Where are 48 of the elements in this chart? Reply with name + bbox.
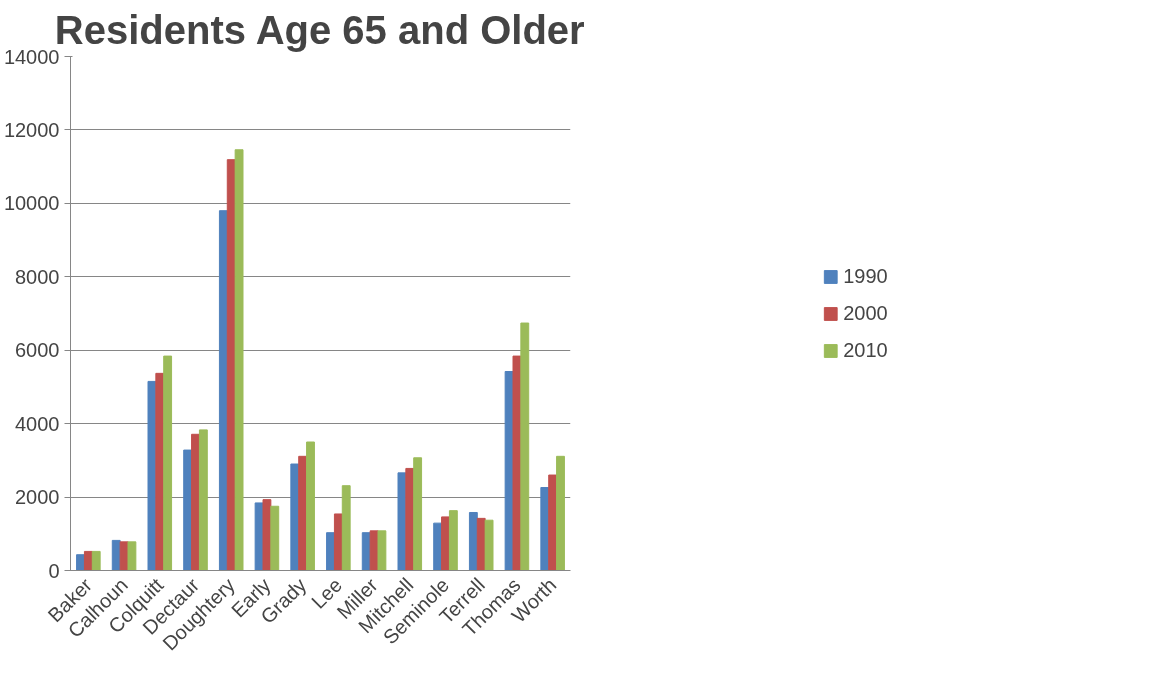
legend-label: 2000 xyxy=(843,301,888,325)
bar xyxy=(512,355,522,571)
y-tick-label: 10000 xyxy=(3,192,60,215)
bar xyxy=(234,149,244,571)
bar xyxy=(306,441,315,571)
bar xyxy=(468,511,478,571)
y-tick-label: 12000 xyxy=(3,118,60,141)
bar xyxy=(448,510,458,571)
bar xyxy=(377,530,387,571)
bar xyxy=(333,513,343,571)
bar xyxy=(413,457,423,571)
bar xyxy=(147,380,157,571)
bar xyxy=(433,522,443,571)
y-tick-label: 6000 xyxy=(15,339,60,362)
bar xyxy=(341,485,351,571)
bar xyxy=(91,550,101,571)
bar xyxy=(163,355,173,571)
bar xyxy=(484,519,494,571)
bar xyxy=(298,455,308,571)
bar xyxy=(290,463,300,571)
bar xyxy=(369,530,379,571)
y-tick-label: 4000 xyxy=(15,412,60,435)
bar xyxy=(520,322,530,571)
bar xyxy=(441,516,450,571)
bar xyxy=(405,467,415,571)
bar xyxy=(76,554,85,571)
bar xyxy=(262,499,272,571)
bar xyxy=(254,502,264,571)
y-tick-label: 0 xyxy=(48,559,60,582)
legend-label: 2010 xyxy=(843,338,888,362)
bar xyxy=(540,487,550,571)
bar xyxy=(548,474,558,571)
bar xyxy=(218,210,228,571)
bar xyxy=(270,505,280,571)
bar xyxy=(191,433,200,571)
y-tick-label: 8000 xyxy=(15,265,60,288)
bar xyxy=(504,371,514,571)
bar xyxy=(556,455,565,571)
bar xyxy=(155,372,165,571)
y-tick-label: 2000 xyxy=(15,486,60,509)
bar xyxy=(183,449,193,571)
y-tick-label: 14000 xyxy=(3,45,60,68)
bar xyxy=(198,429,208,571)
bar xyxy=(326,532,335,571)
legend-label: 1990 xyxy=(843,264,888,288)
bar xyxy=(397,472,407,571)
bar xyxy=(119,541,129,571)
bar xyxy=(127,541,137,571)
